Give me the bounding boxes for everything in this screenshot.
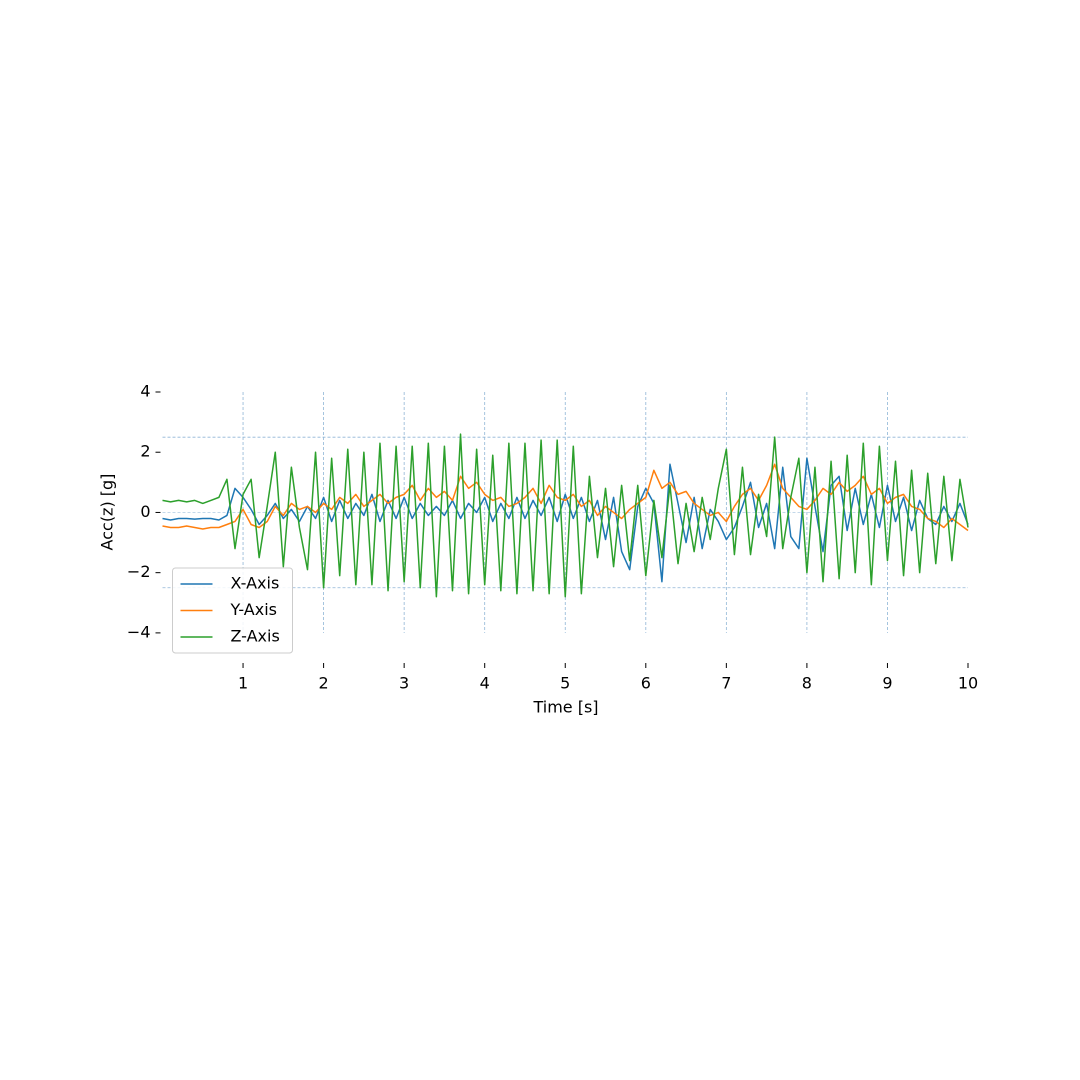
x-tick-label: 8: [802, 674, 812, 693]
x-tick-label: 7: [721, 674, 731, 693]
x-tick-label: 4: [480, 674, 490, 693]
y-tick-label: −2: [127, 562, 151, 581]
y-tick-label: 0: [140, 502, 150, 521]
legend-label: Y-Axis: [230, 600, 278, 619]
y-tick-label: 4: [140, 382, 150, 401]
x-tick-label: 5: [560, 674, 570, 693]
x-axis-label: Time [s]: [532, 698, 598, 717]
y-tick-label: 2: [140, 442, 150, 461]
x-tick-label: 1: [238, 674, 248, 693]
x-tick-label: 10: [958, 674, 978, 693]
x-tick-label: 9: [882, 674, 892, 693]
legend-label: Z-Axis: [231, 627, 280, 646]
y-tick-label: −4: [127, 622, 151, 641]
legend-label: X-Axis: [231, 574, 280, 593]
series-line: [162, 433, 969, 598]
y-axis-label: Acc(z) [g]: [98, 474, 117, 551]
x-tick-label: 2: [319, 674, 329, 693]
series-line: [162, 457, 969, 583]
x-tick-label: 6: [641, 674, 651, 693]
legend-box: [172, 567, 293, 654]
x-tick-label: 3: [399, 674, 409, 693]
